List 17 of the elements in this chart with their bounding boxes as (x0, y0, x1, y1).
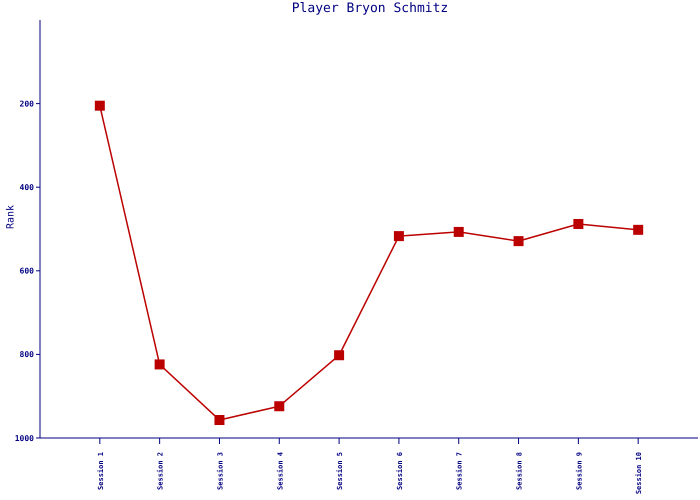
point (154, 359, 165, 370)
point (394, 231, 404, 242)
y-axis-title: Rank (6, 204, 17, 229)
point (573, 218, 584, 229)
point (633, 224, 644, 235)
point (334, 350, 344, 360)
point (94, 100, 105, 111)
y-tick-label: 400 (20, 183, 34, 192)
chart-title: Player Bryon Schmitz (290, 1, 450, 16)
point (514, 236, 524, 246)
point (274, 401, 284, 412)
y-tick-label: 200 (20, 99, 34, 108)
point (214, 415, 224, 426)
point (454, 226, 464, 237)
y-tick-label: 1000 (14, 434, 34, 443)
y-tick-label: 600 (20, 266, 34, 276)
y-tick-label: 800 (20, 350, 34, 360)
